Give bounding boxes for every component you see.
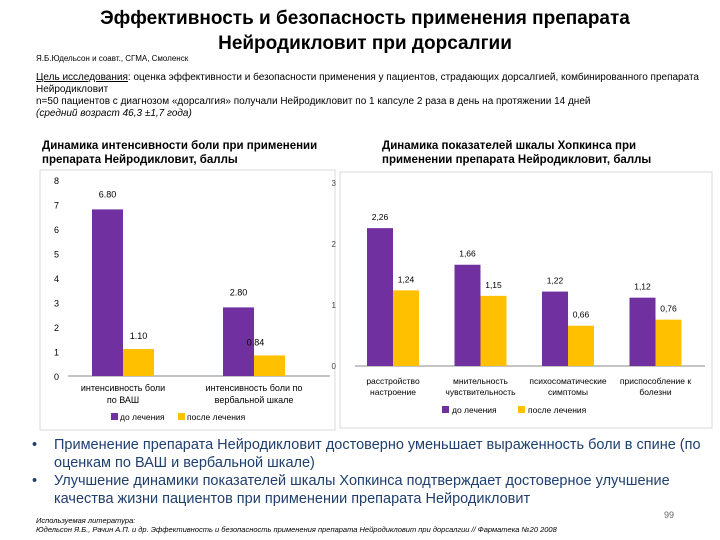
aim-line-3: (средний возраст 46,3 ±1,7 года) — [36, 108, 192, 119]
chart1-y-tick: 5 — [54, 250, 59, 260]
chart1-bar — [123, 349, 154, 376]
conclusions: • Применение препарата Нейродикловит дост… — [28, 436, 708, 508]
title-line-1: Эффективность и безопасность применения … — [100, 8, 630, 29]
conclusion-item: • Применение препарата Нейродикловит дост… — [32, 437, 701, 471]
conclusion-text-1: Применение препарата Нейродикловит досто… — [54, 437, 701, 471]
chart1-data-label: 2.80 — [230, 287, 248, 297]
chart1-bar — [223, 307, 254, 376]
chart1-y-tick: 0 — [54, 372, 59, 382]
references: Используемая литература: Юдельсон Я.Б., … — [36, 516, 557, 534]
chart1-y-tick: 8 — [54, 176, 59, 186]
chart1-x-tick: по ВАШ — [107, 395, 139, 405]
chart1-y-tick: 6 — [54, 225, 59, 235]
chart1-legend-before: до лечения — [120, 412, 165, 422]
chart1-y-tick: 1 — [54, 348, 59, 358]
chart1-x-tick: интенсивность боли — [81, 383, 165, 393]
chart1-legend-swatch-before — [111, 413, 118, 420]
page-title: Эффективность и безопасность применения … — [40, 6, 690, 56]
conclusion-text-2: Улучшение динамики показателей шкалы Хоп… — [54, 473, 670, 507]
chart1-y-tick: 2 — [54, 323, 59, 333]
authors: Я.Б.Юдельсон и соавт., СГМА, Смоленск — [36, 54, 189, 63]
chart1-frame — [39, 169, 336, 431]
chart1-y-tick: 7 — [54, 201, 59, 211]
references-text: Юдельсон Я.Б., Рачин А.П. и др. Эффектив… — [36, 525, 557, 534]
aim-line-2: n=50 пациентов с диагнозом «дорсалгия» п… — [36, 96, 591, 107]
references-label: Используемая литература: — [36, 516, 136, 525]
chart1-bar — [254, 355, 285, 376]
chart1-y-tick: 3 — [54, 299, 59, 309]
study-aim: Цель исследования: оценка эффективности … — [36, 72, 706, 120]
chart1-data-label: 1.10 — [130, 331, 148, 341]
chart1-legend-swatch-after — [178, 413, 185, 420]
title-line-2: Нейродикловит при дорсалгии — [218, 33, 512, 54]
chart1-x-tick: интенсивность боли по — [206, 383, 303, 393]
chart1-data-label: 0.84 — [247, 337, 265, 347]
chart1-title: Динамика интенсивности боли при применен… — [42, 140, 318, 166]
aim-label: Цель исследования — [36, 72, 128, 83]
page-number: 99 — [664, 510, 675, 520]
chart1-bar — [92, 209, 123, 376]
aim-text: : оценка эффективности и безопасности пр… — [36, 72, 699, 95]
chart1-data-label: 6.80 — [99, 189, 117, 199]
conclusion-item: • Улучшение динамики показателей шкалы Хо… — [32, 473, 670, 507]
chart1-legend-after: после лечения — [187, 412, 246, 422]
chart1-y-tick: 4 — [54, 274, 59, 284]
chart1-x-tick: вербальной шкале — [215, 395, 294, 405]
chart2-title: Динамика показателей шкалы Хопкинса при … — [382, 140, 652, 166]
